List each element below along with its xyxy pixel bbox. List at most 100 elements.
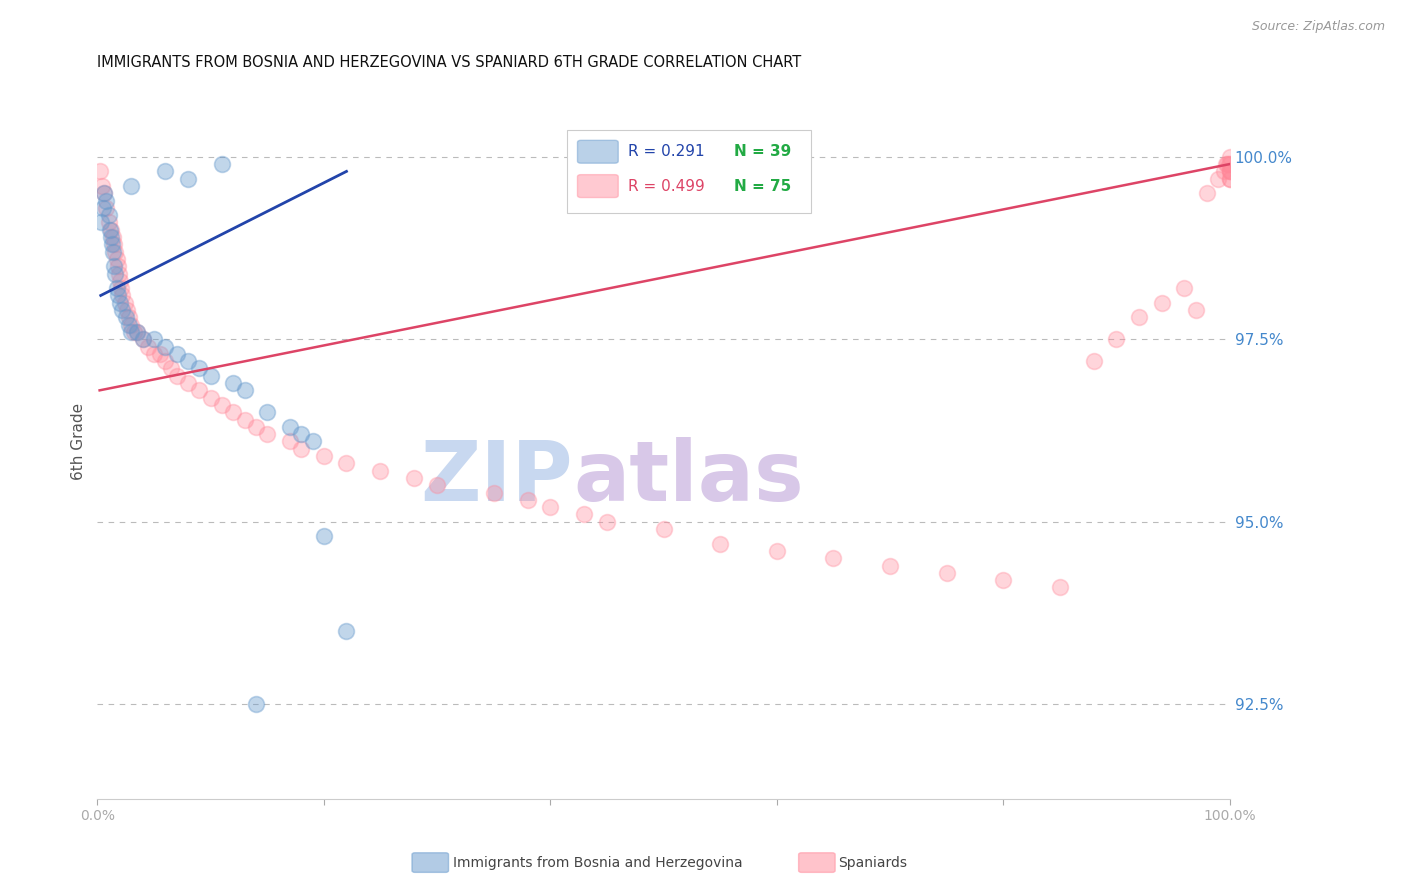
Point: [211, 398, 233, 412]
Point: [993, 573, 1015, 587]
Point: [335, 624, 357, 639]
Point: [131, 332, 153, 346]
Point: [200, 368, 222, 383]
Text: R = 0.291: R = 0.291: [628, 145, 704, 160]
Point: [108, 295, 131, 310]
Point: [1105, 332, 1128, 346]
Text: N = 39: N = 39: [734, 145, 792, 160]
Point: [118, 310, 141, 325]
Point: [93, 186, 115, 201]
Point: [111, 288, 134, 302]
Point: [136, 340, 159, 354]
Point: [211, 157, 233, 171]
Point: [90, 179, 112, 194]
Point: [118, 318, 141, 332]
Point: [177, 354, 200, 368]
Point: [103, 260, 125, 274]
Point: [1219, 171, 1241, 186]
Point: [1218, 157, 1240, 171]
Point: [256, 405, 278, 419]
Point: [108, 267, 131, 281]
Point: [96, 194, 118, 208]
Point: [114, 310, 136, 325]
Point: [160, 361, 183, 376]
Point: [143, 347, 166, 361]
Point: [115, 303, 138, 318]
Point: [104, 244, 127, 259]
Point: [107, 288, 129, 302]
Point: [404, 471, 426, 485]
Point: [188, 361, 211, 376]
Point: [1208, 171, 1230, 186]
Point: [335, 456, 357, 470]
Point: [516, 492, 538, 507]
Point: [709, 536, 731, 550]
FancyBboxPatch shape: [567, 130, 811, 212]
Point: [200, 391, 222, 405]
Point: [1150, 295, 1173, 310]
Text: Immigrants from Bosnia and Herzegovina: Immigrants from Bosnia and Herzegovina: [453, 855, 742, 870]
Point: [111, 303, 134, 318]
Point: [823, 551, 845, 566]
FancyBboxPatch shape: [578, 175, 619, 197]
Point: [120, 318, 142, 332]
Point: [370, 464, 392, 478]
Point: [166, 368, 188, 383]
Point: [278, 420, 301, 434]
Point: [98, 223, 121, 237]
Point: [278, 434, 301, 449]
Point: [105, 252, 128, 266]
Point: [233, 412, 256, 426]
Point: [574, 508, 596, 522]
Point: [155, 340, 177, 354]
Point: [166, 347, 188, 361]
Point: [104, 267, 127, 281]
Point: [1184, 303, 1206, 318]
Point: [652, 522, 675, 536]
Text: IMMIGRANTS FROM BOSNIA AND HERZEGOVINA VS SPANIARD 6TH GRADE CORRELATION CHART: IMMIGRANTS FROM BOSNIA AND HERZEGOVINA V…: [97, 55, 801, 70]
Point: [107, 260, 129, 274]
Point: [312, 529, 335, 543]
Point: [301, 434, 323, 449]
Point: [1128, 310, 1150, 325]
Y-axis label: 6th Grade: 6th Grade: [72, 403, 86, 480]
Point: [1219, 171, 1241, 186]
Point: [1219, 164, 1241, 178]
Point: [1083, 354, 1105, 368]
Text: Source: ZipAtlas.com: Source: ZipAtlas.com: [1251, 20, 1385, 33]
Point: [177, 171, 200, 186]
Point: [110, 281, 132, 295]
Point: [312, 449, 335, 463]
Point: [131, 332, 153, 346]
Point: [96, 201, 118, 215]
Point: [1197, 186, 1219, 201]
Point: [125, 325, 148, 339]
Point: [177, 376, 200, 390]
Point: [1215, 157, 1237, 171]
Point: [105, 281, 128, 295]
Point: [1219, 157, 1241, 171]
Point: [155, 354, 177, 368]
Point: [100, 230, 122, 244]
Point: [1213, 164, 1236, 178]
Point: [91, 201, 114, 215]
Point: [879, 558, 901, 573]
Point: [103, 244, 125, 259]
Point: [103, 237, 125, 252]
Point: [100, 223, 122, 237]
Point: [1219, 150, 1241, 164]
Text: R = 0.499: R = 0.499: [628, 178, 706, 194]
Point: [1219, 164, 1241, 178]
Point: [97, 208, 120, 222]
Point: [120, 179, 142, 194]
Point: [143, 332, 166, 346]
Point: [1049, 581, 1071, 595]
Point: [256, 427, 278, 442]
Point: [122, 325, 145, 339]
Point: [1216, 157, 1239, 171]
Point: [89, 164, 111, 178]
Point: [482, 485, 505, 500]
Point: [114, 295, 136, 310]
Point: [245, 420, 267, 434]
Point: [538, 500, 561, 515]
